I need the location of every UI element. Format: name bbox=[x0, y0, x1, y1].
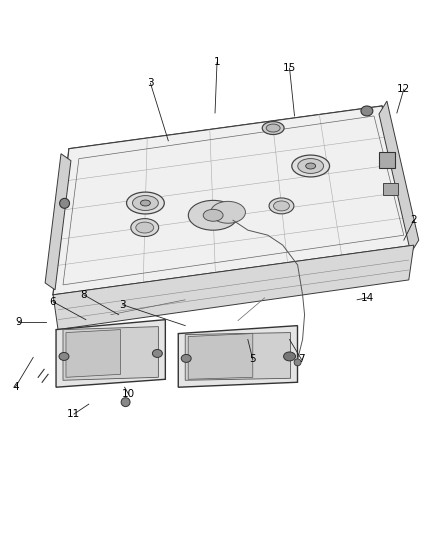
Ellipse shape bbox=[141, 200, 150, 206]
Text: 15: 15 bbox=[283, 63, 296, 73]
Polygon shape bbox=[45, 154, 71, 290]
Ellipse shape bbox=[60, 198, 70, 208]
Text: 3: 3 bbox=[119, 300, 126, 310]
Ellipse shape bbox=[188, 200, 238, 230]
Polygon shape bbox=[185, 333, 290, 380]
Text: 1: 1 bbox=[214, 58, 220, 67]
Ellipse shape bbox=[266, 124, 280, 132]
Polygon shape bbox=[56, 320, 165, 387]
Polygon shape bbox=[53, 106, 414, 295]
Text: 5: 5 bbox=[250, 354, 256, 365]
Ellipse shape bbox=[203, 209, 223, 221]
Ellipse shape bbox=[152, 350, 162, 358]
Text: 3: 3 bbox=[147, 78, 154, 88]
Text: 14: 14 bbox=[360, 293, 374, 303]
Ellipse shape bbox=[361, 106, 373, 116]
Ellipse shape bbox=[127, 192, 164, 214]
Ellipse shape bbox=[269, 198, 294, 214]
Text: 8: 8 bbox=[81, 290, 87, 300]
Ellipse shape bbox=[121, 398, 130, 407]
Ellipse shape bbox=[133, 196, 159, 211]
Ellipse shape bbox=[211, 201, 245, 223]
Polygon shape bbox=[63, 327, 159, 380]
Text: 9: 9 bbox=[15, 317, 21, 327]
Polygon shape bbox=[379, 101, 419, 253]
Ellipse shape bbox=[181, 354, 191, 362]
Ellipse shape bbox=[283, 352, 296, 361]
Polygon shape bbox=[188, 334, 253, 379]
Ellipse shape bbox=[292, 155, 329, 177]
Ellipse shape bbox=[262, 122, 284, 134]
Ellipse shape bbox=[294, 359, 301, 366]
Polygon shape bbox=[379, 152, 396, 168]
Text: 2: 2 bbox=[410, 215, 417, 225]
Polygon shape bbox=[53, 245, 414, 329]
Polygon shape bbox=[178, 326, 297, 387]
Ellipse shape bbox=[298, 158, 324, 173]
Text: 11: 11 bbox=[67, 409, 81, 419]
Text: 6: 6 bbox=[50, 297, 57, 307]
Ellipse shape bbox=[136, 222, 154, 233]
Text: 10: 10 bbox=[122, 389, 135, 399]
Text: 4: 4 bbox=[12, 382, 18, 392]
Polygon shape bbox=[383, 183, 398, 195]
Ellipse shape bbox=[131, 219, 159, 237]
Polygon shape bbox=[66, 329, 120, 377]
Text: 12: 12 bbox=[397, 84, 410, 94]
Ellipse shape bbox=[59, 352, 69, 360]
Ellipse shape bbox=[273, 201, 290, 211]
Ellipse shape bbox=[306, 163, 316, 169]
Text: 7: 7 bbox=[298, 354, 305, 365]
